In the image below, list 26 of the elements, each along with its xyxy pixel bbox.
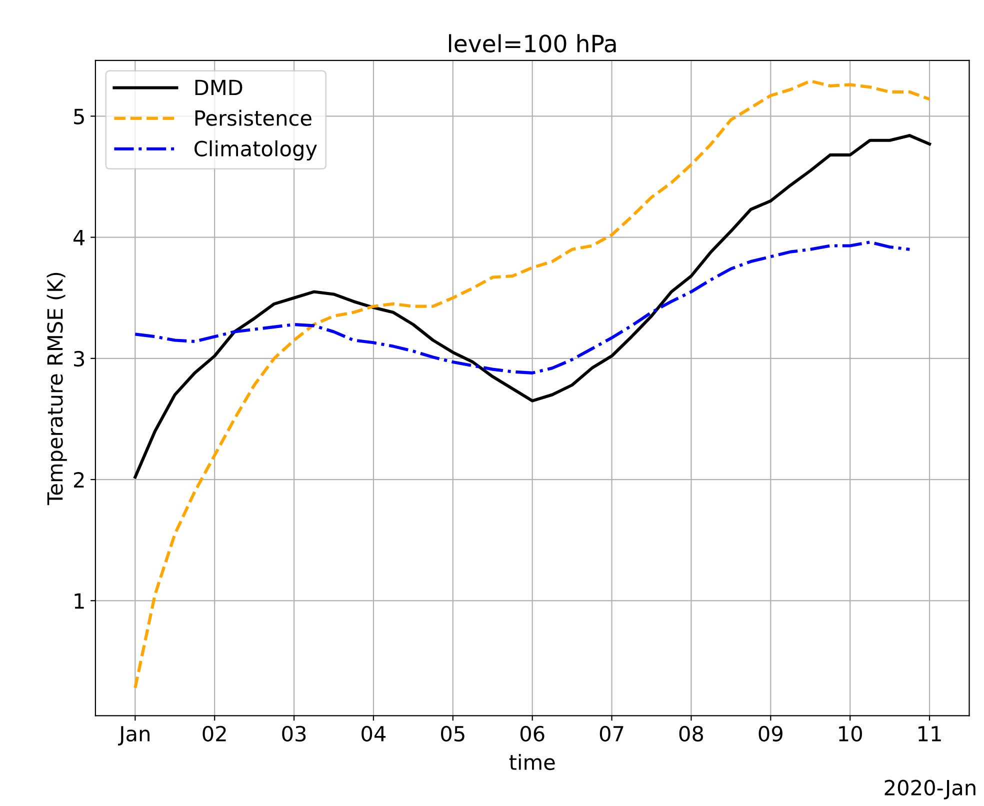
y-tick-label: 1	[74, 593, 84, 609]
x-tick-label: 08	[679, 726, 704, 742]
legend-label: DMD	[195, 80, 242, 96]
x-tick-label: 07	[600, 726, 624, 742]
line-series	[134, 240, 912, 374]
chart-title: level=100 hPa	[449, 34, 616, 52]
x-tick-label: Jan	[118, 726, 150, 746]
x-tick-label: 02	[202, 726, 226, 742]
line-series	[134, 134, 932, 479]
y-tick-label: 2	[74, 472, 84, 488]
text: 2020-Jan	[884, 780, 976, 800]
y-tick-label: 4	[73, 230, 85, 246]
y-tick-label: 3	[74, 350, 84, 367]
x-tick-label: 03	[282, 726, 306, 742]
legend-label: Climatology	[194, 140, 317, 161]
x-tick-label: 05	[441, 726, 464, 742]
x-tick-label: 11	[918, 726, 941, 742]
line-series	[134, 80, 932, 690]
x-tick-label: 04	[362, 726, 386, 742]
x-tick-label: 09	[758, 726, 782, 742]
x-tick-label: 06	[520, 726, 544, 742]
x-axis-title: time	[509, 754, 555, 770]
x-tick-label: 10	[839, 726, 862, 742]
legend-label: Persistence	[195, 110, 312, 126]
y-tick-label: 5	[74, 108, 84, 124]
y-axis-title: Temperature RMSE (K)	[46, 272, 67, 506]
